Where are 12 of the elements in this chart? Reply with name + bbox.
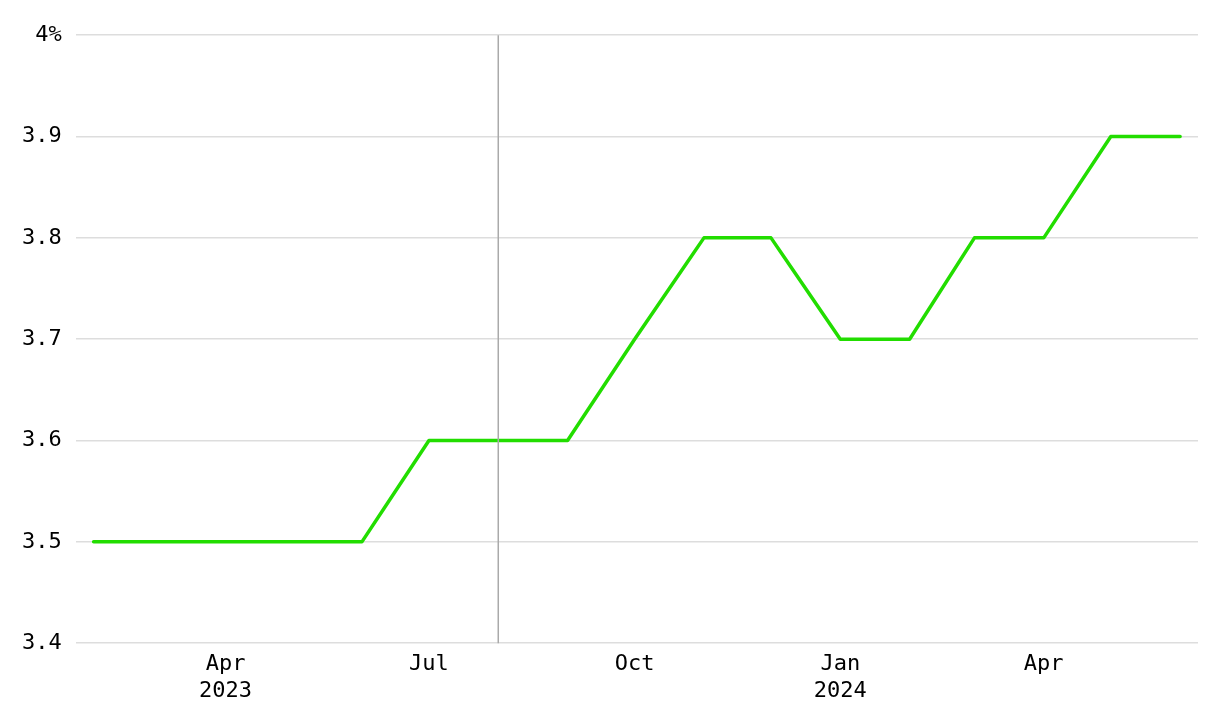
y-tick-label: 3.6 — [21, 426, 62, 452]
y-tick-label: 4% — [35, 20, 62, 46]
y-tick-label: 3.8 — [21, 223, 62, 249]
x-tick-label: Apr — [1023, 650, 1064, 676]
x-tick-label: Apr 2023 — [199, 650, 253, 702]
x-tick-label: Oct — [614, 650, 655, 676]
y-tick-label: 3.4 — [21, 628, 62, 654]
y-tick-label: 3.9 — [21, 122, 62, 148]
x-tick-label: Jan 2024 — [813, 650, 867, 702]
y-tick-label: 3.5 — [21, 527, 62, 553]
y-tick-label: 3.7 — [21, 324, 62, 350]
x-tick-label: Jul — [409, 650, 449, 676]
